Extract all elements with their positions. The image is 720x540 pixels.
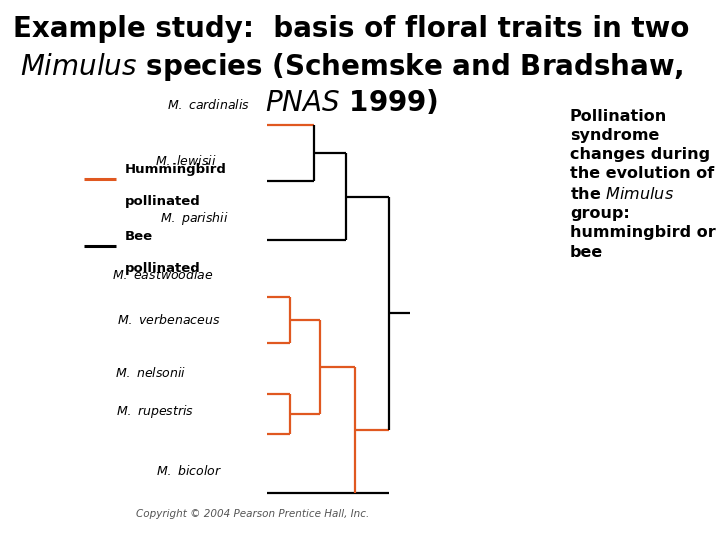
Text: Copyright © 2004 Pearson Prentice Hall, Inc.: Copyright © 2004 Pearson Prentice Hall, … (136, 509, 369, 519)
Text: $\it{M.\ bicolor}$: $\it{M.\ bicolor}$ (156, 464, 222, 478)
Text: $\it{M.\ verbenaceus}$: $\it{M.\ verbenaceus}$ (117, 314, 220, 327)
Text: $\it{M.\ eastwoodiae}$: $\it{M.\ eastwoodiae}$ (112, 268, 213, 282)
Text: Example study:  basis of floral traits in two: Example study: basis of floral traits in… (14, 15, 690, 43)
Text: $\it{PNAS}$ 1999): $\it{PNAS}$ 1999) (265, 88, 438, 117)
Text: Bee: Bee (125, 230, 153, 243)
Text: $\it{M.\ parishii}$: $\it{M.\ parishii}$ (160, 210, 229, 227)
Text: Pollination
syndrome
changes during
the evolution of
the $\it{Mimulus}$
group:
h: Pollination syndrome changes during the … (570, 109, 716, 260)
Text: $\it{M.\ nelsonii}$: $\it{M.\ nelsonii}$ (115, 366, 186, 380)
Text: $\it{M.\ cardinalis}$: $\it{M.\ cardinalis}$ (168, 98, 251, 112)
Text: pollinated: pollinated (125, 195, 200, 208)
Text: Hummingbird: Hummingbird (125, 163, 227, 176)
Text: $\it{Mimulus}$ species (Schemske and Bradshaw,: $\it{Mimulus}$ species (Schemske and Bra… (19, 51, 683, 83)
Text: $\it{M.\ lewisii}$: $\it{M.\ lewisii}$ (155, 154, 217, 168)
Text: pollinated: pollinated (125, 262, 200, 275)
Text: $\it{M.\ rupestris}$: $\it{M.\ rupestris}$ (117, 403, 194, 421)
